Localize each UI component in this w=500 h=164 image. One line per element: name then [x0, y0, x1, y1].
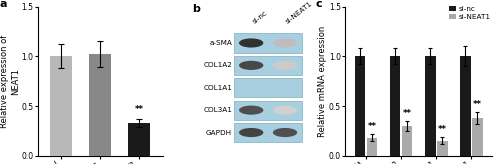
Bar [460, 56, 470, 156]
Text: a: a [0, 0, 8, 9]
Ellipse shape [239, 38, 264, 48]
FancyBboxPatch shape [234, 78, 302, 97]
Text: COL1A2: COL1A2 [204, 62, 232, 68]
Ellipse shape [273, 38, 297, 48]
FancyBboxPatch shape [234, 123, 302, 142]
FancyBboxPatch shape [234, 56, 302, 75]
Text: si-nc: si-nc [251, 9, 268, 24]
Text: a-SMA: a-SMA [210, 40, 232, 46]
Text: **: ** [134, 105, 143, 114]
Bar [390, 56, 400, 156]
Text: COL1A1: COL1A1 [204, 85, 232, 91]
Text: **: ** [473, 100, 482, 109]
FancyBboxPatch shape [234, 101, 302, 120]
Bar [128, 123, 150, 156]
Ellipse shape [239, 128, 264, 137]
Bar [425, 56, 436, 156]
Text: **: ** [438, 125, 447, 134]
Text: **: ** [368, 122, 376, 131]
Bar [90, 54, 110, 156]
Ellipse shape [273, 106, 297, 115]
Ellipse shape [273, 61, 297, 70]
Bar [355, 56, 366, 156]
Ellipse shape [273, 128, 297, 137]
FancyBboxPatch shape [234, 33, 302, 52]
Y-axis label: Relative expression of
NEAT1: Relative expression of NEAT1 [0, 35, 20, 128]
Text: GAPDH: GAPDH [206, 130, 232, 135]
Bar [50, 56, 72, 156]
Ellipse shape [239, 106, 264, 115]
Bar [472, 118, 482, 156]
Text: COL3A1: COL3A1 [204, 107, 232, 113]
Ellipse shape [239, 61, 264, 70]
Legend: si-nc, si-NEAT1: si-nc, si-NEAT1 [448, 4, 492, 21]
Bar [437, 141, 448, 156]
Bar [402, 126, 412, 156]
Text: b: b [192, 4, 200, 14]
Text: **: ** [402, 109, 411, 118]
Y-axis label: Relative mRNA expression: Relative mRNA expression [318, 26, 328, 137]
Text: c: c [316, 0, 322, 9]
Text: si-NEAT1: si-NEAT1 [285, 0, 314, 24]
Bar [367, 138, 378, 156]
